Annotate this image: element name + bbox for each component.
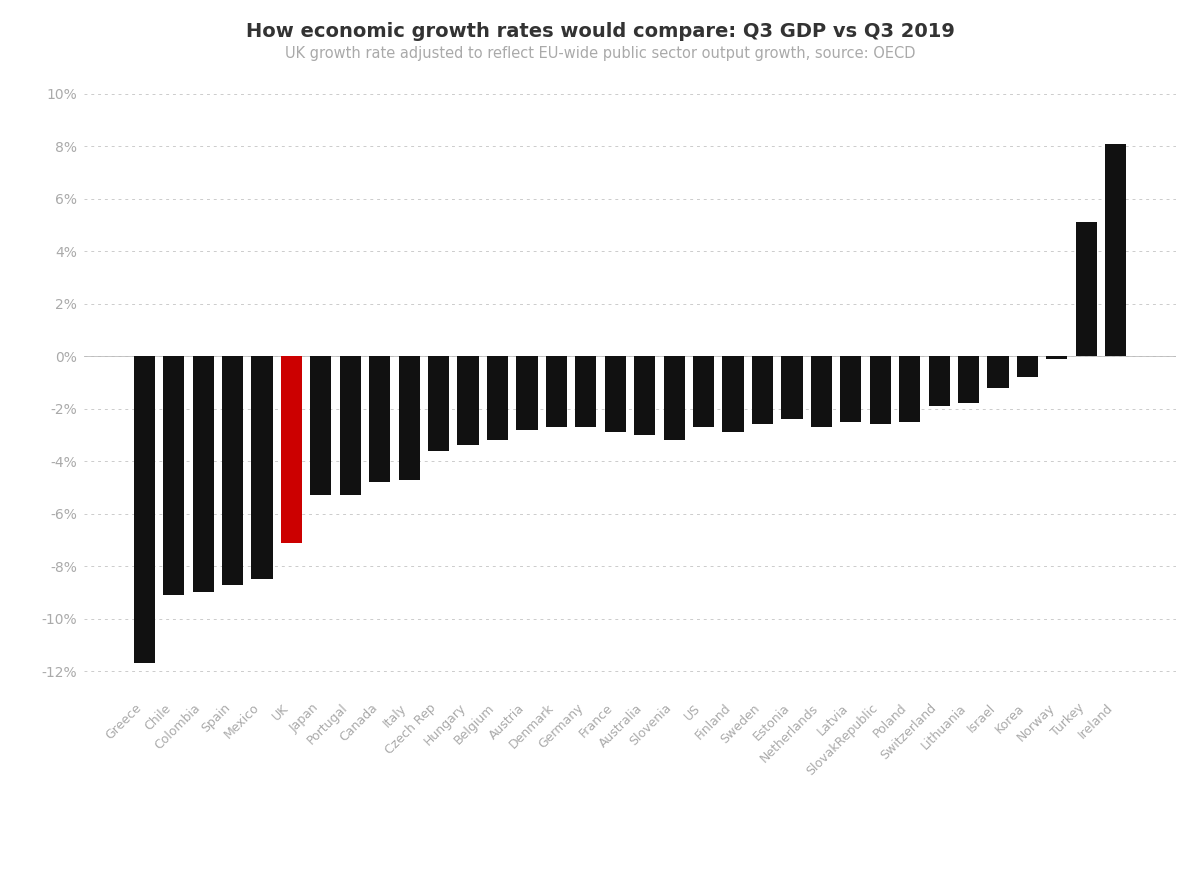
- Bar: [722, 356, 744, 433]
- Bar: [340, 356, 361, 495]
- Bar: [251, 356, 272, 579]
- Bar: [428, 356, 449, 451]
- Bar: [694, 356, 714, 427]
- Bar: [487, 356, 508, 440]
- Bar: [133, 356, 155, 663]
- Bar: [222, 356, 244, 585]
- Bar: [811, 356, 832, 427]
- Bar: [546, 356, 566, 427]
- Bar: [752, 356, 773, 425]
- Bar: [398, 356, 420, 479]
- Bar: [281, 356, 302, 543]
- Bar: [163, 356, 185, 595]
- Bar: [870, 356, 890, 425]
- Text: How economic growth rates would compare: Q3 GDP vs Q3 2019: How economic growth rates would compare:…: [246, 22, 954, 41]
- Bar: [1016, 356, 1038, 377]
- Bar: [311, 356, 331, 495]
- Bar: [664, 356, 685, 440]
- Text: UK growth rate adjusted to reflect EU-wide public sector output growth, source: : UK growth rate adjusted to reflect EU-wi…: [284, 46, 916, 62]
- Bar: [929, 356, 949, 406]
- Bar: [457, 356, 479, 445]
- Bar: [899, 356, 920, 422]
- Bar: [1046, 356, 1068, 358]
- Bar: [781, 356, 803, 419]
- Bar: [516, 356, 538, 430]
- Bar: [370, 356, 390, 482]
- Bar: [634, 356, 655, 435]
- Bar: [605, 356, 626, 433]
- Bar: [988, 356, 1009, 388]
- Bar: [575, 356, 596, 427]
- Bar: [958, 356, 979, 403]
- Bar: [1105, 144, 1127, 356]
- Bar: [192, 356, 214, 593]
- Bar: [1075, 223, 1097, 356]
- Bar: [840, 356, 862, 422]
